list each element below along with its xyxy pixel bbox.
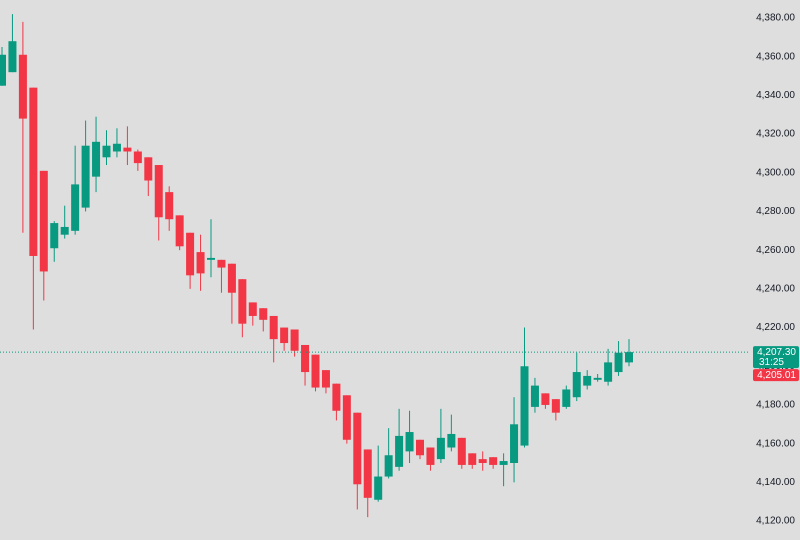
candle-body xyxy=(551,399,560,413)
y-tick-label: 4,380.00 xyxy=(756,13,795,24)
candle-body xyxy=(510,424,519,463)
candle-body xyxy=(457,437,466,465)
candle-body xyxy=(311,354,320,388)
candle-body xyxy=(186,232,195,276)
candle-body xyxy=(71,184,80,231)
candle-body xyxy=(269,315,278,340)
candle-body xyxy=(530,385,539,407)
candle-body xyxy=(39,170,48,272)
candle-body xyxy=(416,439,424,456)
y-tick-label: 4,260.00 xyxy=(756,245,795,256)
candle-body xyxy=(154,165,163,218)
candle-body xyxy=(301,344,310,373)
candle-body xyxy=(374,476,383,500)
candle-body xyxy=(144,157,153,181)
last-price-label: 4,207.30 xyxy=(757,347,796,358)
candle-body xyxy=(175,215,184,247)
y-tick-label: 4,240.00 xyxy=(756,284,795,295)
y-tick-label: 4,120.00 xyxy=(756,516,795,527)
y-tick-label: 4,220.00 xyxy=(756,322,795,333)
y-tick-label: 4,140.00 xyxy=(756,477,795,488)
y-tick-label: 4,180.00 xyxy=(756,400,795,411)
y-tick-label: 4,340.00 xyxy=(756,90,795,101)
candle-body xyxy=(60,226,69,235)
candle-body xyxy=(332,383,341,411)
candle-body xyxy=(353,412,362,485)
bid-price-tag xyxy=(753,369,799,382)
candle-body xyxy=(29,87,38,256)
candle-body xyxy=(499,461,508,465)
candle-body xyxy=(562,389,571,407)
candle-body xyxy=(489,457,498,465)
candle-body xyxy=(123,147,132,152)
candle-body xyxy=(207,257,215,260)
candle-body xyxy=(227,263,236,293)
price-axis-bg xyxy=(750,0,800,540)
candle-body xyxy=(384,455,393,477)
candle-body xyxy=(604,362,613,382)
candle-body xyxy=(18,54,27,119)
candle-body xyxy=(614,352,623,373)
candle-body xyxy=(541,393,550,405)
candle-body xyxy=(625,352,633,363)
candle-body xyxy=(478,459,487,463)
candle-body xyxy=(426,447,435,465)
y-tick-label: 4,360.00 xyxy=(756,51,795,62)
candle-body xyxy=(447,433,456,448)
candle-body xyxy=(593,377,602,380)
candle-body xyxy=(196,252,205,274)
candle-body xyxy=(405,432,414,452)
candle-body xyxy=(92,141,101,177)
candle-body xyxy=(290,329,299,351)
candle-body xyxy=(468,453,477,465)
candle-body xyxy=(363,449,372,498)
candle-body xyxy=(112,143,121,152)
candle-body xyxy=(280,327,289,344)
candle-body xyxy=(217,259,226,268)
candle-body xyxy=(81,145,90,208)
candle-body xyxy=(8,41,17,73)
candle-body xyxy=(165,192,174,220)
candle-body xyxy=(133,151,142,164)
candle-body xyxy=(102,145,111,158)
candle-body xyxy=(572,372,581,398)
candle-body xyxy=(342,395,351,440)
candle-body xyxy=(583,375,592,386)
candle-body xyxy=(238,279,247,324)
y-tick-label: 4,300.00 xyxy=(756,167,795,178)
y-tick-label: 4,280.00 xyxy=(756,206,795,217)
candle-body xyxy=(259,308,268,320)
countdown: 31:25 xyxy=(759,357,784,368)
candle-body xyxy=(436,437,445,460)
candle-body xyxy=(395,435,404,467)
candle-body xyxy=(248,302,257,316)
y-tick-label: 4,320.00 xyxy=(756,129,795,140)
bid-price-label: 4,205.01 xyxy=(757,370,796,381)
y-tick-label: 4,160.00 xyxy=(756,438,795,449)
candle-body xyxy=(50,223,59,249)
last-price-tag xyxy=(753,346,799,369)
candle-body xyxy=(520,366,529,446)
candle-body xyxy=(0,54,6,86)
candle-body xyxy=(321,370,330,388)
